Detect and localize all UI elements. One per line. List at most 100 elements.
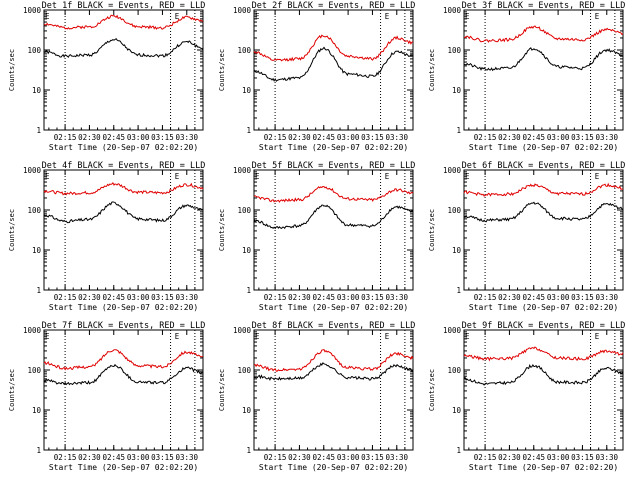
y-tick-label: 1: [36, 446, 41, 455]
lld-series-line: [43, 349, 204, 371]
x-tick-label: 03:30: [595, 133, 618, 142]
y-tick-label: 100: [237, 206, 251, 215]
plot-frame: [43, 169, 204, 291]
y-axis-label: Counts/sec: [8, 209, 16, 251]
detector-panel: Det 2f BLACK = Events, RED = LLD 1 10 100 10…: [218, 1, 415, 152]
x-tick-label: 03:00: [547, 133, 570, 142]
x-tick-label: 02:15: [264, 293, 287, 302]
y-axis-label: Counts/sec: [8, 369, 16, 411]
event-marker-label: E: [385, 332, 390, 341]
y-tick-label: 100: [27, 46, 41, 55]
x-axis-label: Start Time (20-Sep-07 02:02:20): [259, 303, 408, 312]
event-marker-label: E: [45, 332, 50, 341]
x-tick-label: 03:30: [175, 133, 198, 142]
x-tick-label: 02:15: [54, 133, 77, 142]
plot-frame: [43, 329, 204, 451]
x-tick-label: 03:30: [175, 453, 198, 462]
y-axis-label: Counts/sec: [218, 209, 226, 251]
y-tick-label: 1: [36, 286, 41, 295]
x-tick-label: 03:15: [361, 453, 384, 462]
y-axis-label: Counts/sec: [8, 49, 16, 91]
panel-title: Det 3f BLACK = Events, RED = LLD: [462, 1, 626, 11]
y-tick-label: 1000: [443, 6, 462, 15]
x-tick-label: 03:00: [127, 453, 150, 462]
x-axis-label: Start Time (20-Sep-07 02:02:20): [259, 463, 408, 472]
event-marker-label: E: [175, 172, 180, 181]
x-tick-label: 03:00: [547, 293, 570, 302]
y-tick-label: 100: [447, 46, 461, 55]
event-marker-label: E: [595, 12, 600, 21]
y-tick-label: 10: [32, 86, 42, 95]
x-tick-label: 03:00: [337, 133, 360, 142]
events-series-line: [253, 204, 414, 230]
event-marker-label: E: [255, 172, 260, 181]
events-series-line: [253, 362, 414, 381]
x-axis-label: Start Time (20-Sep-07 02:02:20): [49, 463, 198, 472]
x-tick-label: 02:30: [78, 293, 101, 302]
plot-frame: [253, 9, 414, 131]
x-axis-label: Start Time (20-Sep-07 02:02:20): [469, 143, 618, 152]
x-tick-label: 02:15: [264, 133, 287, 142]
lld-series-line: [463, 182, 624, 197]
y-tick-label: 10: [452, 406, 462, 415]
panel-title: Det 8f BLACK = Events, RED = LLD: [252, 321, 416, 331]
x-tick-label: 02:30: [498, 293, 521, 302]
x-tick-label: 02:15: [474, 133, 497, 142]
x-tick-label: 02:45: [102, 453, 125, 462]
y-tick-label: 1: [246, 126, 251, 135]
lld-series-line: [43, 14, 204, 30]
x-tick-label: 02:45: [102, 293, 125, 302]
y-tick-label: 10: [32, 406, 42, 415]
x-tick-label: 03:30: [595, 453, 618, 462]
x-axis-label: Start Time (20-Sep-07 02:02:20): [259, 143, 408, 152]
event-marker-label: E: [465, 172, 470, 181]
y-tick-label: 100: [27, 206, 41, 215]
events-series-line: [43, 363, 204, 386]
y-tick-label: 1: [246, 286, 251, 295]
event-marker-label: E: [175, 12, 180, 21]
event-marker-label: E: [595, 172, 600, 181]
x-tick-label: 02:15: [264, 453, 287, 462]
y-axis-label: Counts/sec: [428, 49, 436, 91]
panel-title: Det 1f BLACK = Events, RED = LLD: [42, 1, 206, 11]
event-marker-label: E: [175, 332, 180, 341]
x-tick-label: 03:00: [337, 293, 360, 302]
x-tick-label: 03:30: [385, 453, 408, 462]
panel-title: Det 2f BLACK = Events, RED = LLD: [252, 1, 416, 11]
x-tick-label: 02:45: [312, 293, 335, 302]
plot-frame: [463, 9, 624, 131]
x-tick-label: 02:30: [498, 133, 521, 142]
y-tick-label: 1: [456, 446, 461, 455]
x-tick-label: 03:15: [361, 293, 384, 302]
panel-title: Det 7f BLACK = Events, RED = LLD: [42, 321, 206, 331]
y-tick-label: 1000: [443, 326, 462, 335]
plot-frame: [253, 329, 414, 451]
event-marker-label: E: [255, 12, 260, 21]
lld-series-line: [463, 346, 624, 362]
lld-series-line: [253, 185, 414, 203]
x-tick-label: 02:30: [288, 133, 311, 142]
detector-panel: Det 4f BLACK = Events, RED = LLD 1 10 100 10…: [8, 161, 205, 312]
y-tick-label: 1000: [233, 326, 252, 335]
y-tick-label: 1000: [23, 166, 42, 175]
y-tick-label: 1000: [23, 326, 42, 335]
x-tick-label: 03:00: [547, 453, 570, 462]
y-tick-label: 100: [237, 46, 251, 55]
y-tick-label: 1000: [23, 6, 42, 15]
y-tick-label: 10: [242, 86, 252, 95]
y-tick-label: 1000: [233, 6, 252, 15]
x-tick-label: 02:45: [312, 133, 335, 142]
x-tick-label: 02:30: [498, 453, 521, 462]
y-tick-label: 100: [447, 206, 461, 215]
x-axis-label: Start Time (20-Sep-07 02:02:20): [469, 463, 618, 472]
x-tick-label: 03:15: [151, 293, 174, 302]
y-tick-label: 100: [27, 366, 41, 375]
y-tick-label: 1: [456, 126, 461, 135]
x-tick-label: 02:15: [474, 293, 497, 302]
y-tick-label: 10: [32, 246, 42, 255]
event-marker-label: E: [465, 12, 470, 21]
y-tick-label: 10: [452, 246, 462, 255]
x-tick-label: 03:00: [127, 293, 150, 302]
plot-frame: [463, 169, 624, 291]
